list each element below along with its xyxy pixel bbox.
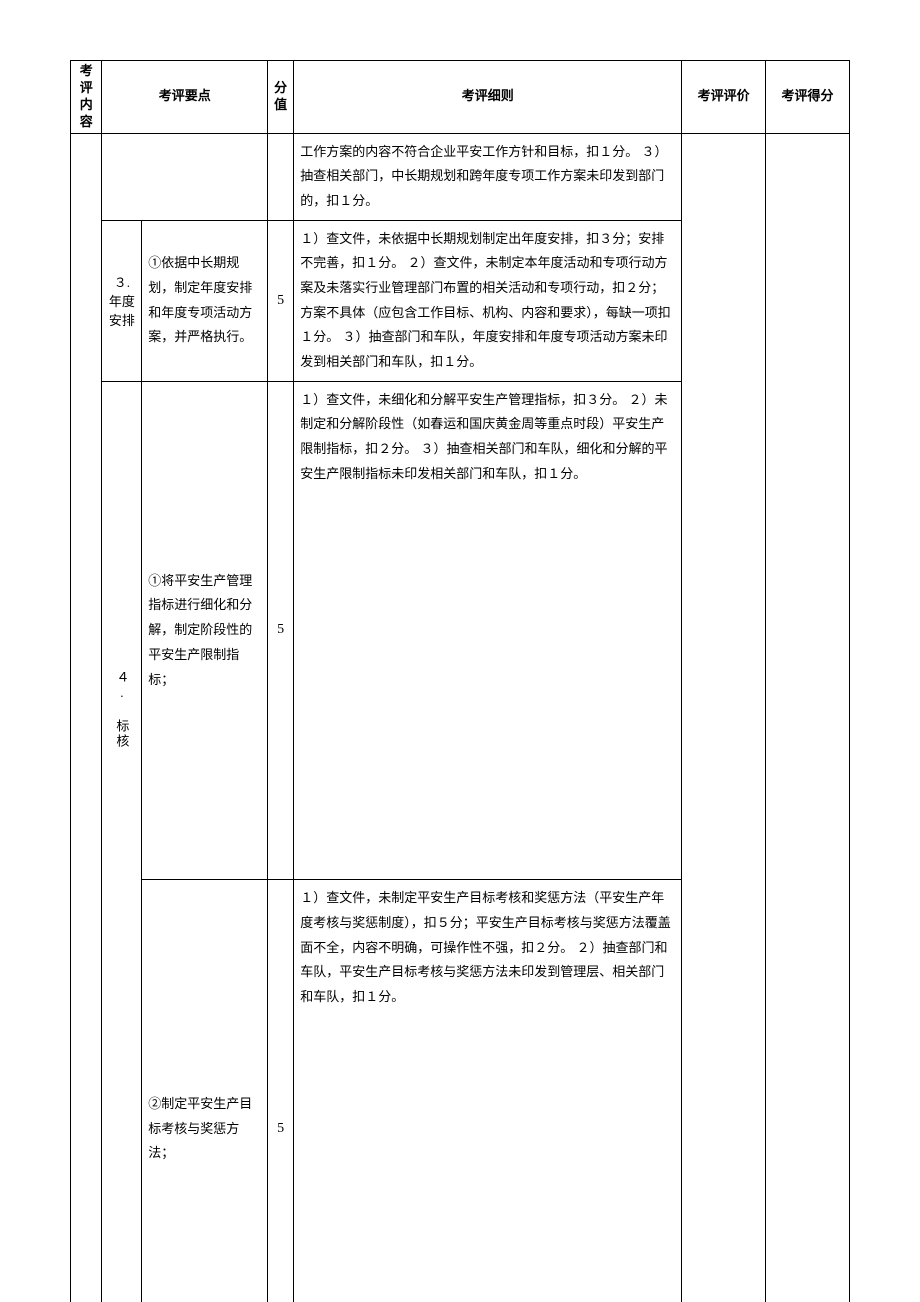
section-3-detail: １）查文件，未依据中长期规划制定出年度安排，扣３分；安排不完善，扣１分。 ２）查… [294,220,682,381]
section-4-2-point: ②制定平安生产目标考核与奖惩方法； [142,880,268,1302]
detail-cell-prev: 工作方案的内容不符合企业平安工作方针和目标，扣１分。 ３）抽查相关部门，中长期规… [294,133,682,220]
section-4-1-point: ①将平安生产管理指标进行细化和分解，制定阶段性的平安生产限制指标； [142,381,268,879]
section-4-2-detail: １）查文件，未制定平安生产目标考核和奖惩方法（平安生产年度考核与奖惩制度），扣５… [294,880,682,1302]
section-3-score: 5 [268,220,294,381]
section-4-1-score: 5 [268,381,294,879]
section-4-1-detail: １）查文件，未细化和分解平安生产管理指标，扣３分。 ２）未制定和分解阶段性（如春… [294,381,682,879]
section-3-point: ①依据中长期规划，制定年度安排和年度专项活动方案，并严格执行。 [142,220,268,381]
table-header-row: 考评内容 考评要点 分值 考评细则 考评评价 考评得分 [71,61,850,134]
header-eval: 考评评价 [682,61,766,134]
header-result: 考评得分 [766,61,850,134]
content-cell [71,133,102,1302]
header-score: 分值 [268,61,294,134]
section-3-label: ３. 年度安排 [102,220,142,381]
section-4-2-score: 5 [268,880,294,1302]
header-content: 考评内容 [71,61,102,134]
point-cell-prev [102,133,268,220]
header-points: 考评要点 [102,61,268,134]
result-cell [766,133,850,1302]
score-cell-prev [268,133,294,220]
section-4-label: ４. 标核目考 [102,381,142,1302]
eval-cell [682,133,766,1302]
evaluation-table: 考评内容 考评要点 分值 考评细则 考评评价 考评得分 工作方案的内容不符合企业… [70,60,850,1302]
header-detail: 考评细则 [294,61,682,134]
table-row: 工作方案的内容不符合企业平安工作方针和目标，扣１分。 ３）抽查相关部门，中长期规… [71,133,850,220]
